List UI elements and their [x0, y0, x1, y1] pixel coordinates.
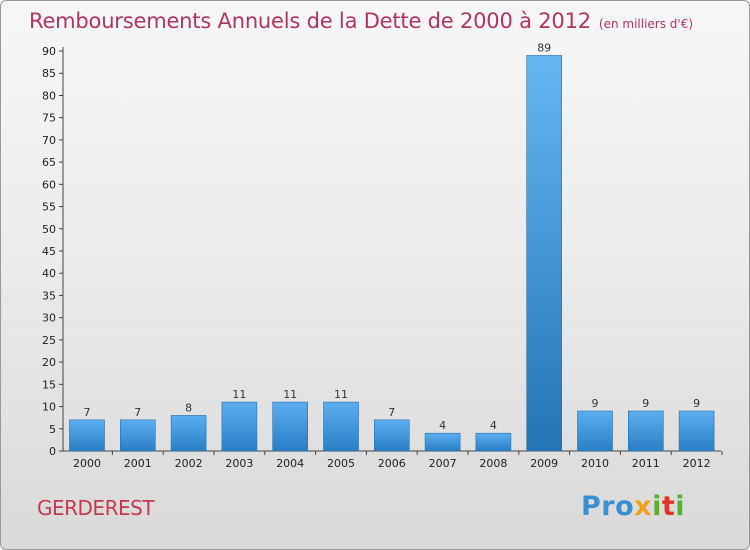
chart-labels: 2000 7 2001 7 2002 8 2003 11 2004 11 2005 11 2006 7 20…: [73, 41, 711, 470]
bar-2002: [170, 415, 207, 452]
y-tick-label: 60: [42, 178, 56, 191]
y-tick-label: 40: [42, 267, 56, 280]
x-tick-label-2011: 2011: [632, 457, 660, 470]
x-tick-label-2004: 2004: [276, 457, 304, 470]
y-tick-label: 35: [42, 289, 56, 302]
y-tick-label: 5: [49, 423, 56, 436]
bar-2011: [627, 410, 664, 452]
data-label-2009: 89: [537, 41, 551, 54]
data-label-2007: 4: [439, 419, 446, 432]
x-tick-label-2000: 2000: [73, 457, 101, 470]
bar-2012: [678, 410, 715, 452]
x-tick-label-2010: 2010: [581, 457, 609, 470]
bar-2000: [69, 419, 105, 452]
bar-2004: [272, 401, 309, 452]
bar-2010: [577, 410, 613, 452]
data-label-2011: 9: [642, 397, 649, 410]
x-tick-label-2005: 2005: [327, 457, 355, 470]
y-tick-label: 15: [42, 378, 56, 391]
proxiti-logo[interactable]: Proxiti: [581, 491, 685, 522]
bar-2007: [424, 432, 461, 452]
logo-part-x: x: [634, 491, 653, 522]
y-tick-label: 55: [42, 201, 56, 214]
logo-part-t: t: [661, 491, 676, 522]
chart-title: Remboursements Annuels de la Dette de 20…: [29, 9, 693, 33]
x-tick-label-2012: 2012: [683, 457, 711, 470]
bar-2008: [475, 432, 512, 452]
y-tick-label: 85: [42, 67, 56, 80]
data-label-2000: 7: [84, 406, 91, 419]
data-label-2005: 11: [334, 388, 348, 401]
commune-name: GERDEREST: [37, 496, 155, 520]
logo-part-i: i: [652, 491, 662, 522]
x-tick-label-2007: 2007: [429, 457, 457, 470]
x-tick-label-2009: 2009: [530, 457, 558, 470]
y-tick-label: 75: [42, 112, 56, 125]
bar-2005: [323, 401, 359, 452]
y-tick-label: 0: [49, 445, 56, 458]
y-tick-label: 90: [42, 45, 56, 58]
y-tick-label: 50: [42, 223, 56, 236]
logo-part-pro: Pro: [581, 491, 635, 522]
logo-part-i2: i: [675, 491, 686, 522]
chart-axes: 0 5 10 15 20 25 30 35 40 45 50 55 60 65 70 75 80 85 90: [42, 45, 723, 458]
data-label-2006: 7: [388, 406, 395, 419]
data-label-2008: 4: [490, 419, 497, 432]
data-label-2003: 11: [232, 388, 246, 401]
y-tick-label: 10: [42, 401, 56, 414]
data-label-2001: 7: [134, 406, 141, 419]
data-label-2010: 9: [592, 397, 599, 410]
bar-2006: [373, 419, 410, 452]
y-tick-label: 45: [42, 245, 56, 258]
data-label-2012: 9: [693, 397, 700, 410]
x-tick-label-2006: 2006: [378, 457, 406, 470]
chart-title-text: Remboursements Annuels de la Dette de 20…: [29, 9, 591, 33]
chart-unit: (en milliers d'€): [598, 17, 694, 31]
x-tick-label-2001: 2001: [124, 457, 152, 470]
y-tick-label: 65: [42, 156, 56, 169]
x-tick-label-2002: 2002: [175, 457, 203, 470]
x-tick-label-2003: 2003: [225, 457, 253, 470]
y-tick-label: 25: [42, 334, 56, 347]
y-tick-label: 20: [42, 356, 56, 369]
x-tick-label-2008: 2008: [479, 457, 507, 470]
y-tick-label: 70: [42, 134, 56, 147]
data-label-2002: 8: [185, 401, 192, 414]
y-tick-label: 80: [42, 89, 56, 102]
chart-bars: [69, 55, 715, 452]
bar-2003: [221, 401, 258, 452]
y-tick-label: 30: [42, 312, 56, 325]
data-label-2004: 11: [283, 388, 297, 401]
bar-2001: [120, 419, 156, 452]
bar-2009: [526, 55, 563, 452]
